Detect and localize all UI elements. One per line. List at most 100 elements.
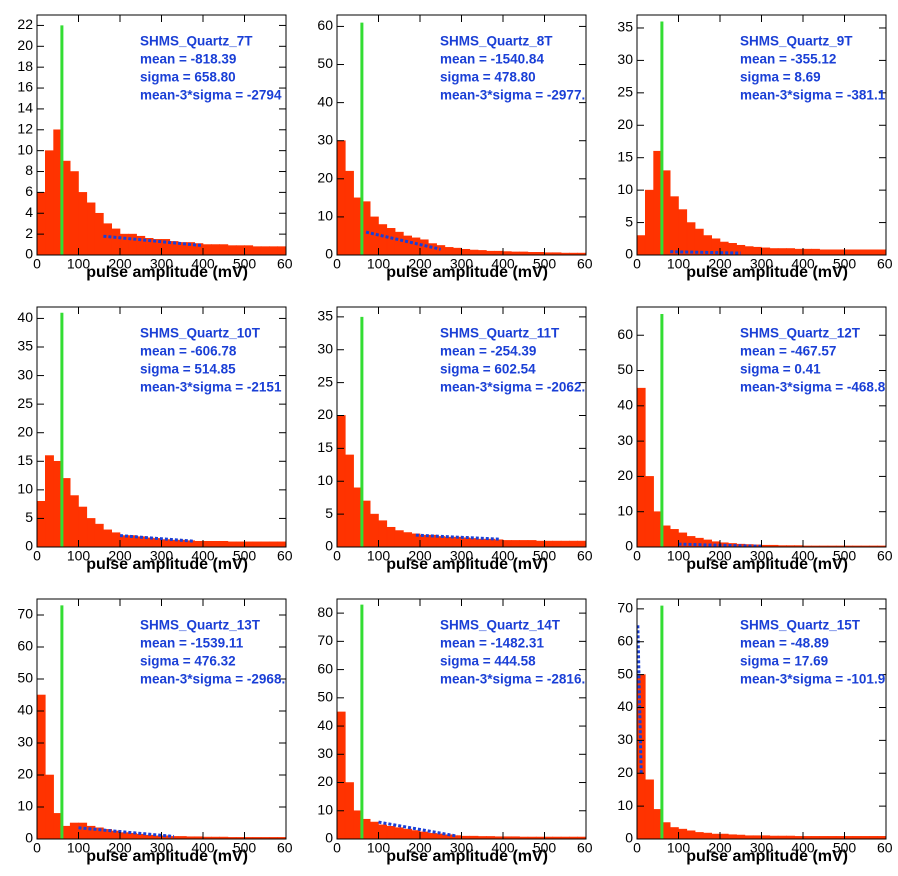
- bar: [711, 833, 721, 839]
- y-tick-label: 60: [317, 17, 333, 33]
- bar: [227, 541, 237, 547]
- stats-line: mean-3*sigma = -2062.: [440, 380, 585, 395]
- bar: [219, 540, 229, 547]
- y-tick-label: 70: [617, 600, 633, 616]
- stats-line: mean = -606.78: [140, 344, 237, 359]
- y-tick-label: 10: [317, 208, 333, 224]
- x-tick-label: 0: [633, 256, 641, 272]
- x-axis-title: pulse amplitude (mV): [386, 556, 548, 573]
- stats-title: SHMS_Quartz_15T: [740, 618, 861, 633]
- bar: [277, 541, 286, 547]
- x-tick-label: 200: [108, 840, 132, 856]
- bar: [78, 822, 88, 839]
- x-tick-label: 400: [191, 256, 215, 272]
- bar: [802, 248, 812, 255]
- bar: [686, 222, 696, 255]
- x-tick-label: 100: [667, 256, 691, 272]
- x-tick-label: 60: [277, 548, 293, 564]
- x-tick-label: 100: [367, 548, 391, 564]
- bar: [386, 825, 396, 839]
- y-tick-label: 25: [617, 84, 633, 100]
- panel: 0 10 20 30 40 50 60 0 100 200 300 400 500 60 pulse amp…: [317, 14, 593, 281]
- bar: [411, 830, 421, 839]
- bar: [461, 537, 471, 547]
- bar: [260, 246, 270, 255]
- bar: [577, 252, 586, 255]
- y-tick-label: 40: [317, 717, 333, 733]
- x-tick-label: 500: [833, 840, 857, 856]
- x-tick-label: 60: [577, 840, 593, 856]
- bar: [252, 246, 262, 255]
- x-tick-label: 400: [491, 548, 515, 564]
- y-tick-label: 30: [17, 366, 33, 382]
- bar: [386, 526, 396, 547]
- bar: [202, 540, 212, 547]
- x-axis-title: pulse amplitude (mV): [686, 556, 848, 573]
- stats-line: mean = -48.89: [740, 636, 829, 651]
- x-axis-title: pulse amplitude (mV): [686, 264, 848, 281]
- stats-line: sigma = 514.85: [140, 362, 236, 377]
- x-tick-label: 500: [533, 548, 557, 564]
- x-tick-label: 200: [408, 256, 432, 272]
- x-tick-label: 500: [533, 256, 557, 272]
- bar: [202, 244, 212, 255]
- bar: [411, 237, 421, 255]
- bar: [678, 828, 688, 839]
- y-tick-label: 18: [17, 58, 33, 74]
- bar: [277, 837, 286, 839]
- bar: [235, 541, 245, 547]
- y-tick-label: 20: [17, 766, 33, 782]
- x-tick-label: 500: [833, 256, 857, 272]
- panel: 0 10 20 30 40 50 60 0 100 200 300 400 500 60 pulse amp…: [617, 306, 893, 573]
- x-tick-label: 500: [533, 840, 557, 856]
- stats-line: mean = -818.39: [140, 52, 236, 67]
- y-tick-label: 40: [617, 698, 633, 714]
- bar: [103, 223, 113, 255]
- x-tick-label: 400: [791, 548, 815, 564]
- y-tick-label: 10: [617, 502, 633, 518]
- bar: [69, 171, 79, 255]
- bar: [736, 834, 746, 839]
- y-tick-label: 70: [17, 606, 33, 622]
- y-tick-label: 20: [317, 406, 333, 422]
- y-tick-label: 12: [17, 120, 33, 136]
- stats-title: SHMS_Quartz_7T: [140, 34, 253, 49]
- stats-line: mean-3*sigma = -381.1: [740, 88, 886, 103]
- y-tick-label: 40: [617, 397, 633, 413]
- stats-line: sigma = 602.54: [440, 362, 536, 377]
- bar: [669, 827, 679, 839]
- x-tick-label: 200: [708, 548, 732, 564]
- x-tick-label: 500: [233, 256, 257, 272]
- bar: [227, 245, 237, 255]
- plot-area: [37, 312, 286, 547]
- x-tick-label: 100: [667, 548, 691, 564]
- x-tick-label: 0: [333, 840, 341, 856]
- stats-line: mean-3*sigma = -2977.: [440, 88, 585, 103]
- stats-line: mean-3*sigma = -101.9: [740, 672, 885, 687]
- y-tick-label: 0: [625, 246, 633, 262]
- y-tick-label: 20: [17, 37, 33, 53]
- bar: [269, 246, 278, 255]
- bar: [436, 245, 446, 255]
- bar: [211, 244, 220, 255]
- y-tick-label: 2: [25, 225, 33, 241]
- x-tick-label: 100: [67, 840, 91, 856]
- bar: [469, 538, 479, 547]
- stats-line: mean-3*sigma = -2151: [140, 380, 282, 395]
- y-tick-label: 60: [617, 632, 633, 648]
- bar: [510, 540, 520, 547]
- x-tick-label: 300: [750, 548, 774, 564]
- bar: [477, 250, 487, 255]
- bar: [344, 454, 354, 547]
- bar: [78, 192, 88, 255]
- x-axis-title: pulse amplitude (mV): [86, 556, 248, 573]
- bar: [637, 387, 646, 547]
- y-tick-label: 80: [317, 604, 333, 620]
- bar: [403, 532, 412, 547]
- y-tick-label: 30: [617, 731, 633, 747]
- x-tick-label: 300: [750, 256, 774, 272]
- y-tick-label: 60: [317, 660, 333, 676]
